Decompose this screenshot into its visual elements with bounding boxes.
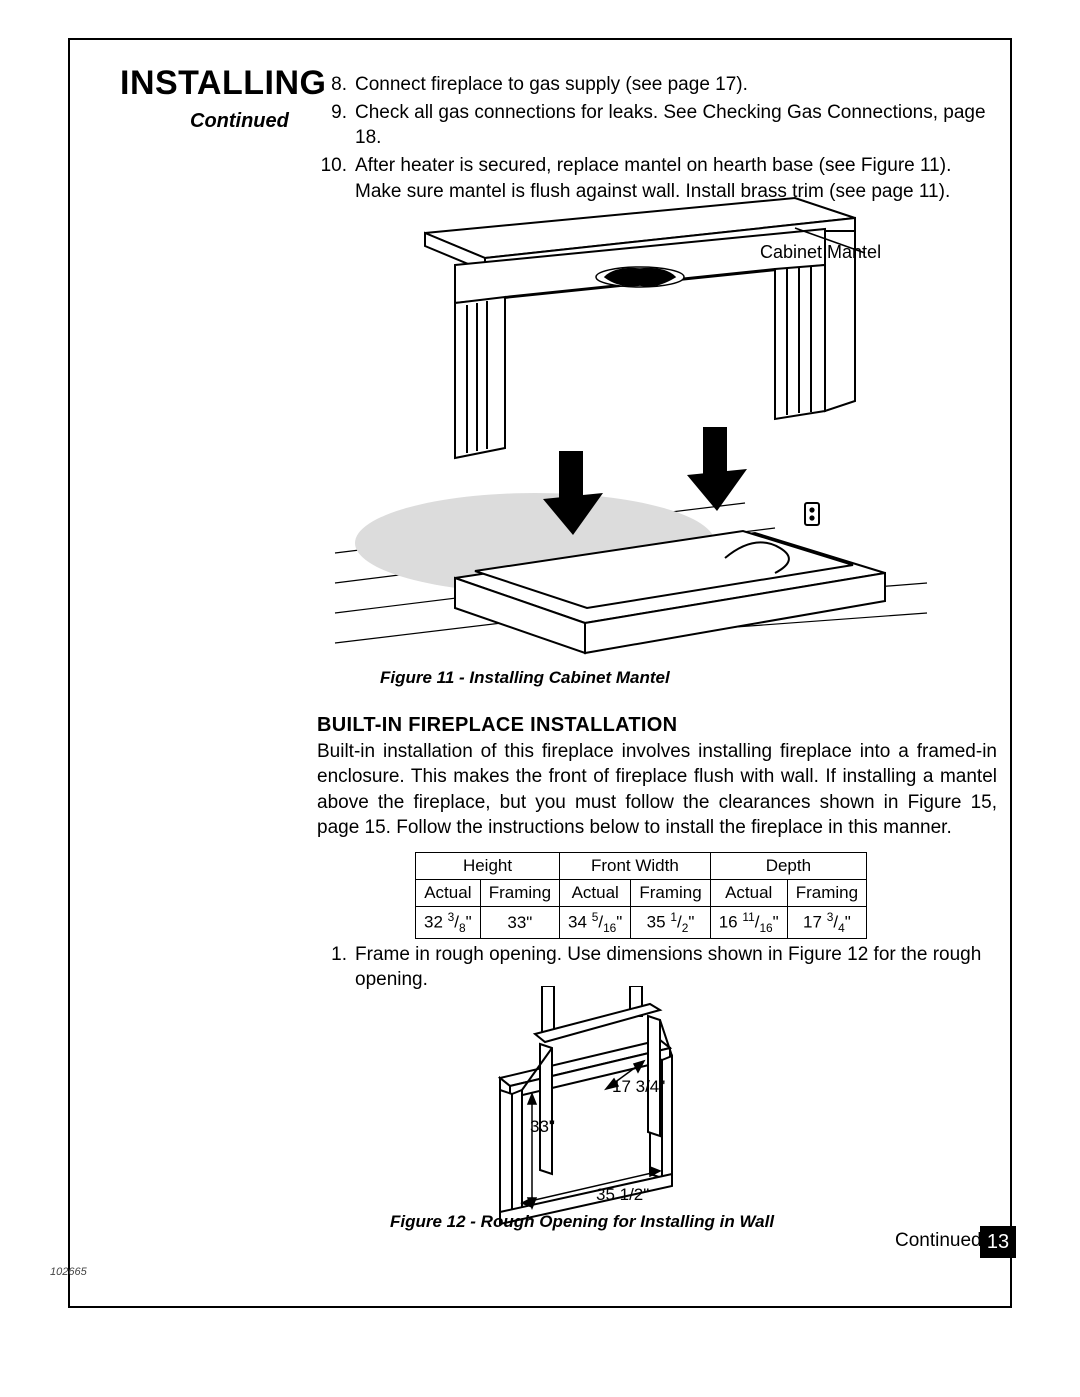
subhead-cell: Framing bbox=[480, 880, 559, 907]
value-cell: 17 3/4" bbox=[787, 907, 866, 939]
step-number: 8. bbox=[317, 72, 355, 98]
subhead-cell: Actual bbox=[560, 880, 631, 907]
manual-page: INSTALLING Continued 8. Connect fireplac… bbox=[0, 0, 1080, 1397]
figure-12-illustration bbox=[480, 986, 720, 1246]
value-cell: 35 1/2" bbox=[631, 907, 710, 939]
subhead-cell: Framing bbox=[787, 880, 866, 907]
page-number: 13 bbox=[980, 1226, 1016, 1258]
section-title: INSTALLING bbox=[120, 64, 326, 103]
subhead-cell: Framing bbox=[631, 880, 710, 907]
figure-12-caption: Figure 12 - Rough Opening for Installing… bbox=[390, 1212, 774, 1232]
value-cell: 33" bbox=[480, 907, 559, 939]
col-group-height: Height bbox=[416, 853, 560, 880]
value-cell: 32 3/8" bbox=[416, 907, 481, 939]
subhead-cell: Actual bbox=[710, 880, 787, 907]
step-8: 8. Connect fireplace to gas supply (see … bbox=[317, 72, 997, 98]
builtin-body: Built-in installation of this fireplace … bbox=[317, 739, 997, 840]
col-group-width: Front Width bbox=[560, 853, 711, 880]
step-text: Check all gas connections for leaks. See… bbox=[355, 100, 997, 151]
table-row: Actual Framing Actual Framing Actual Fra… bbox=[416, 880, 867, 907]
figure-11-callout: Cabinet Mantel bbox=[760, 242, 881, 263]
step-9: 9. Check all gas connections for leaks. … bbox=[317, 100, 997, 151]
step-text: Connect fireplace to gas supply (see pag… bbox=[355, 72, 748, 98]
document-id: 102665 bbox=[50, 1266, 87, 1278]
figure-11-caption: Figure 11 - Installing Cabinet Mantel bbox=[380, 668, 670, 688]
table-row: 32 3/8" 33" 34 5/16" 35 1/2" 16 11/16" 1… bbox=[416, 907, 867, 939]
dimensions-table: Height Front Width Depth Actual Framing … bbox=[415, 852, 867, 939]
builtin-heading: BUILT-IN FIREPLACE INSTALLATION bbox=[317, 714, 677, 737]
subhead-cell: Actual bbox=[416, 880, 481, 907]
builtin-step-1: 1. Frame in rough opening. Use dimension… bbox=[317, 942, 997, 993]
footer-continued: Continued bbox=[895, 1230, 982, 1252]
section-continued: Continued bbox=[190, 110, 289, 133]
value-cell: 16 11/16" bbox=[710, 907, 787, 939]
figure-12-dim-height: 33" bbox=[530, 1117, 555, 1137]
step-text: Frame in rough opening. Use dimensions s… bbox=[355, 942, 997, 993]
value-cell: 34 5/16" bbox=[560, 907, 631, 939]
step-number: 9. bbox=[317, 100, 355, 151]
figure-12-dim-width: 35 1/2" bbox=[596, 1185, 649, 1205]
table-row: Height Front Width Depth bbox=[416, 853, 867, 880]
step-number: 1. bbox=[317, 942, 355, 993]
col-group-depth: Depth bbox=[710, 853, 866, 880]
figure-12-dim-depth: 17 3/4" bbox=[612, 1077, 665, 1097]
